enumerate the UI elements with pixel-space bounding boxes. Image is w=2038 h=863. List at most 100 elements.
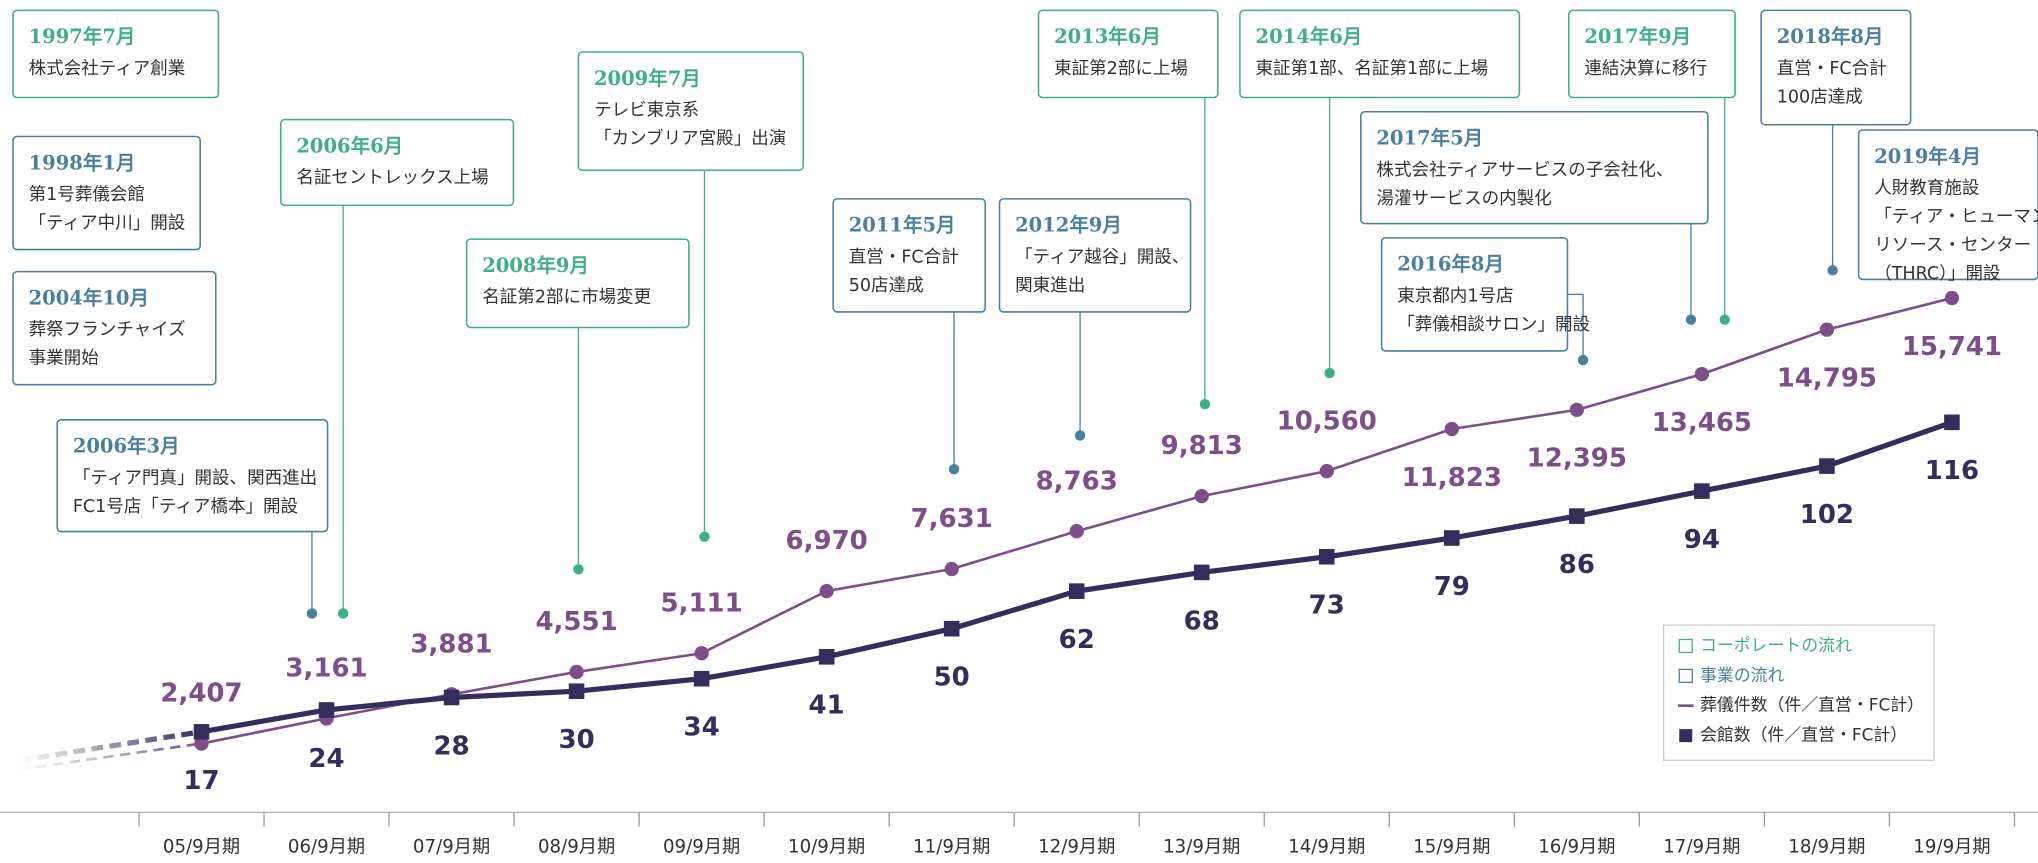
value-label: 30 [558,725,594,755]
value-label: 12,395 [1527,444,1627,474]
annotation-date: 2008年9月 [482,254,589,277]
value-label: 50 [934,663,970,693]
annotation-box [1360,110,1709,225]
annotation-box [56,419,329,533]
marker [1444,421,1459,437]
marker [1068,583,1085,599]
marker [1819,322,1835,337]
annotation-box [279,118,515,207]
annotation-text: 連結決算に移行 [1584,59,1707,79]
value-label: 41 [809,691,845,721]
marker [1194,488,1209,504]
value-label: 94 [1684,525,1720,555]
value-label: 8,763 [1036,466,1118,496]
annotation-text: FC1号店「ティア橋本」開設 [73,497,298,517]
legend-label: 事業の流れ [1700,665,1785,685]
value-label: 5,111 [661,588,743,618]
annotation-text: 100店達成 [1777,87,1863,107]
annotation-date: 2006年6月 [296,134,403,157]
annotation-text: 「ティア門真」開設、関西進出 [73,468,317,488]
annotation-text: 50店達成 [849,276,924,296]
value-label: 15,741 [1902,332,2002,362]
pin-dot [1719,314,1730,325]
marker [1569,508,1585,524]
annotation-date: 2018年8月 [1777,25,1884,48]
marker [819,583,834,599]
marker [1444,530,1460,546]
annotation-text: 東証第2部に上場 [1054,59,1188,79]
marker [1944,290,1960,306]
value-label: 11,823 [1402,463,1502,493]
lead-line [19,729,202,763]
marker [569,664,584,680]
annotation-box [1037,9,1219,99]
x-tick-label: 09/9月期 [663,836,740,857]
value-label: 13,465 [1652,408,1752,438]
annotation-date: 1997年7月 [29,25,136,48]
pin-dot [1324,367,1335,379]
annotation-text: 事業開始 [29,349,99,369]
value-label: 102 [1800,500,1854,530]
x-tick-label: 06/9月期 [288,836,365,857]
pin-dot [1685,314,1697,325]
annotation-text: 葬祭フランチャイズ [29,320,186,340]
legend-label: コーポレートの流れ [1700,635,1852,655]
annotation-box [1380,237,1569,352]
annotation-text: 名証第2部に市場変更 [482,288,651,308]
x-tick-label: 18/9月期 [1788,836,1865,857]
annotation-box [1567,9,1736,99]
annotation-date: 2014年6月 [1256,25,1363,48]
marker [568,683,585,700]
annotation-box [577,51,805,172]
annotation-text: 「ティア越谷」開設、 [1015,247,1189,267]
pin-dot [1199,399,1211,410]
annotation-text: 「ティア中川」開設 [29,214,186,234]
annotation-date: 2009年7月 [594,67,701,90]
x-tick-label: 13/9月期 [1163,836,1240,857]
value-label: 7,631 [911,504,993,534]
value-label: 3,161 [285,654,367,684]
value-label: 14,795 [1777,364,1877,394]
annotation-text: 「葬儀相談サロン」開設 [1397,315,1590,335]
annotation-text: 直営・FC合計 [849,247,959,267]
value-label: 24 [308,744,344,774]
marker [943,620,960,637]
value-label: 68 [1184,606,1220,636]
marker [693,670,710,687]
x-tick-label: 19/9月期 [1913,836,1990,857]
annotation-box [465,238,690,329]
pin-dot [699,531,710,542]
legend-swatch [1679,729,1693,743]
annotation-text: テレビ東京系 [594,100,699,120]
pin-dot [1827,265,1838,276]
annotation-date: 2006年3月 [73,435,180,458]
marker [318,702,335,718]
annotation-date: 2019年4月 [1874,145,1981,168]
annotation-text: 直営・FC合計 [1777,59,1887,79]
pin-dot [337,608,349,619]
value-label: 4,551 [535,607,617,637]
x-tick-label: 12/9月期 [1038,836,1115,857]
lead-line [19,742,202,771]
annotation-text: 名証セントレックス上場 [296,168,488,188]
pin-dot [1577,354,1589,366]
marker [1319,464,1334,479]
value-label: 2,407 [160,679,242,709]
value-label: 6,970 [786,526,868,556]
annotation-date: 2011年5月 [849,214,956,237]
marker [1069,524,1084,539]
x-tick-label: 07/9月期 [413,836,490,857]
annotation-date: 1998年1月 [29,151,136,174]
annotation-date: 2004年10月 [29,286,149,309]
pin-dot [573,564,584,575]
legend-label: 会館数（件／直営・FC計） [1700,725,1907,745]
marker [818,649,835,665]
marker [1944,414,1960,431]
annotation-text: 関東進出 [1015,276,1085,296]
annotation-box [12,135,201,251]
legend-label: 葬儀件数（件／直営・FC計） [1700,695,1924,715]
annotation-text: 株式会社ティア創業 [29,59,186,79]
marker [443,689,460,706]
